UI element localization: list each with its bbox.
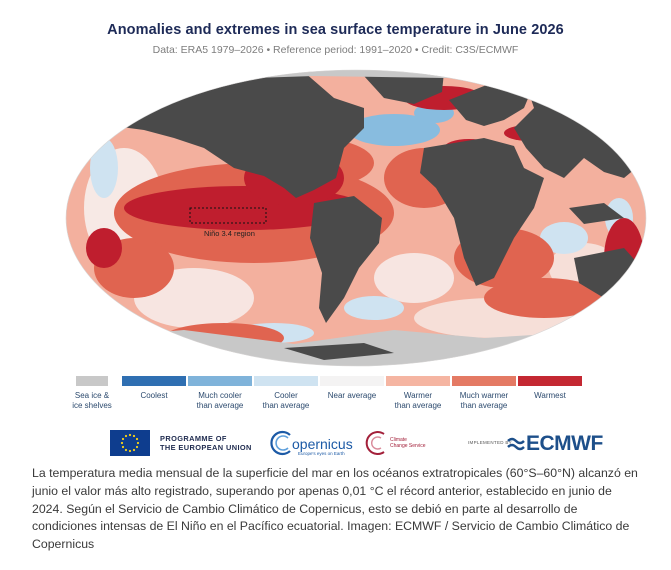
nino34-region-label: Niño 3.4 region	[204, 229, 255, 238]
nino34-region-box	[189, 207, 267, 224]
south-america-landmass	[310, 196, 382, 323]
eu-flag-icon	[110, 430, 150, 456]
copernicus-logo: opernicus Europe's eyes on Earth	[266, 428, 353, 458]
partner-logos: PROGRAMME OF THE EUROPEAN UNION opernicu…	[106, 426, 603, 458]
legend-swatch-near-average	[320, 376, 384, 386]
legend-label-much-cooler: Much cooler than average	[196, 391, 244, 410]
legend-swatch-warmer	[386, 376, 450, 386]
legend-swatch-warmest	[518, 376, 582, 386]
map-title: Anomalies and extremes in sea surface te…	[107, 22, 564, 38]
africa-landmass	[420, 138, 544, 286]
legend-swatch-much-cooler	[188, 376, 252, 386]
copernicus-c-icon	[270, 430, 291, 456]
legend-swatch-much-warmer	[452, 376, 516, 386]
antarctica-landmass	[284, 343, 394, 360]
map-svg: Niño 3.4 region	[65, 69, 647, 367]
legend-swatch-coolest	[122, 376, 186, 386]
legend-label-sea-ice: Sea ice & ice shelves	[72, 391, 112, 410]
map-subtitle: Data: ERA5 1979–2026 • Reference period:…	[152, 44, 519, 56]
greenland-landmass	[364, 72, 444, 104]
legend-label-much-warmer: Much warmer than average	[459, 391, 509, 410]
legend-swatch-cooler	[254, 376, 318, 386]
sst-anomaly-map: Niño 3.4 region	[64, 68, 648, 368]
legend-swatch-sea-ice	[76, 376, 108, 386]
c3s-icon	[365, 431, 385, 455]
image-caption: La temperatura media mensual de la super…	[32, 466, 638, 552]
eu-programme-label: PROGRAMME OF THE EUROPEAN UNION	[160, 434, 252, 452]
map-outline	[65, 69, 647, 367]
legend-label-warmer: Warmer than average	[394, 391, 442, 410]
map-legend: Sea ice & ice shelves Coolest Much coole…	[72, 376, 596, 416]
indonesia-landmass	[569, 203, 624, 224]
ecmwf-icon	[507, 437, 525, 451]
legend-label-warmest: Warmest	[534, 391, 566, 400]
ecmwf-logo: IMPLEMENTED BY ECMWF	[468, 432, 603, 455]
legend-label-cooler: Cooler than average	[262, 391, 310, 410]
legend-label-coolest: Coolest	[140, 391, 168, 400]
legend-label-near-average: Near average	[327, 391, 377, 400]
c3s-logo: Climate Change Service	[362, 428, 452, 458]
